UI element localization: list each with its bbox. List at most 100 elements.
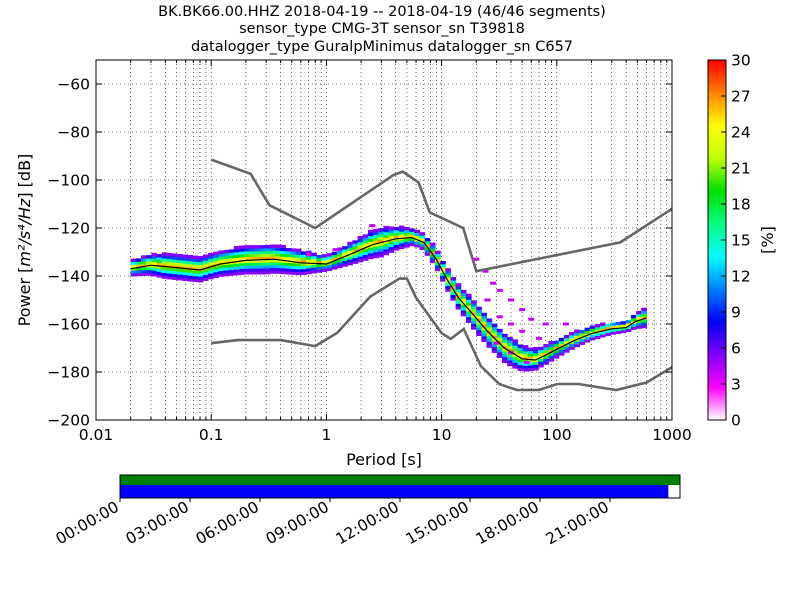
- psd-cell: [218, 253, 225, 257]
- psd-cell: [259, 259, 266, 263]
- psd-median-line: [130, 236, 647, 361]
- psd-cell: [197, 273, 204, 277]
- psd-cell: [563, 334, 570, 339]
- psd-cell: [166, 276, 173, 280]
- psd-cell: [496, 334, 503, 338]
- psd-cell: [357, 238, 364, 243]
- psd-cell: [378, 233, 384, 238]
- psd-cell: [507, 359, 513, 364]
- psd-cell: [486, 324, 493, 328]
- psd-cell: [404, 241, 410, 245]
- psd-cell: [135, 264, 142, 268]
- psd-cell: [507, 339, 513, 344]
- psd-cell: [244, 250, 250, 255]
- psd-cell: [486, 335, 493, 340]
- psd-cell: [414, 229, 421, 234]
- psd-cell: [378, 231, 384, 235]
- psd-cell: [491, 329, 498, 333]
- psd-cell: [223, 255, 230, 260]
- psd-cell: [600, 331, 606, 335]
- psd-cell: [455, 306, 462, 310]
- psd-cell: [636, 316, 642, 321]
- psd-cell: [306, 267, 312, 272]
- psd-cell: [254, 253, 261, 258]
- psd-cell: [238, 262, 245, 267]
- psd-cell: [269, 261, 276, 266]
- psd-cell: [202, 263, 209, 267]
- psd-cell: [202, 260, 209, 264]
- psd-cell: [233, 266, 240, 270]
- x-tick-label: 1000: [652, 426, 691, 444]
- psd-cell: [378, 254, 384, 258]
- psd-cell: [290, 268, 297, 272]
- psd-cell: [584, 339, 591, 343]
- psd-cell: [502, 342, 508, 346]
- psd-cell: [502, 351, 508, 355]
- psd-cell: [367, 232, 374, 237]
- colorbar-tick-label: 27: [731, 88, 751, 106]
- psd-cell: [538, 352, 544, 356]
- title-line-3: datalogger_type GuralpMinimus datalogger…: [191, 39, 573, 55]
- psd-cell: [347, 253, 353, 257]
- psd-cell: [460, 295, 467, 300]
- psd-cell: [228, 255, 235, 259]
- psd-cell: [336, 261, 343, 266]
- psd-cell: [563, 337, 570, 342]
- psd-cell: [636, 310, 642, 315]
- psd-cell: [306, 262, 312, 266]
- psd-cell: [538, 364, 544, 368]
- psd-cell: [140, 255, 147, 259]
- psd-cell: [404, 238, 410, 242]
- psd-cell: [512, 342, 519, 346]
- psd-cell: [146, 269, 152, 273]
- psd-cell: [192, 267, 199, 271]
- psd-cell: [424, 249, 431, 253]
- psd-cell: [424, 240, 431, 245]
- psd-cell: [357, 244, 364, 248]
- psd-cell: [440, 278, 446, 282]
- x-tick-label: 0.01: [79, 426, 114, 444]
- psd-cell: [553, 355, 560, 359]
- psd-cell: [502, 356, 508, 361]
- psd-cell: [316, 254, 323, 259]
- psd-cell: [434, 265, 441, 269]
- psd-cell: [532, 349, 539, 354]
- psd-cell: [233, 246, 240, 250]
- psd-cell: [367, 255, 374, 260]
- psd-cell: [424, 238, 431, 242]
- psd-cell: [228, 269, 235, 273]
- psd-cell: [285, 271, 292, 275]
- psd-cell: [177, 274, 183, 278]
- psd-cell: [202, 274, 209, 279]
- psd-cell: [259, 268, 266, 272]
- psd-cell: [306, 270, 312, 275]
- psd-cell: [502, 348, 508, 352]
- psd-cell: [543, 344, 549, 348]
- psd-cell: [130, 261, 137, 265]
- psd-cell: [378, 228, 384, 232]
- psd-cell: [249, 265, 255, 269]
- psd-cell: [336, 256, 343, 260]
- psd-cell: [512, 339, 519, 343]
- psd-cell: [326, 258, 333, 263]
- psd-cell: [223, 267, 230, 271]
- psd-outlier-cell: [496, 288, 503, 292]
- psd-cell: [166, 261, 173, 266]
- psd-cell: [414, 244, 421, 248]
- psd-cell: [502, 359, 508, 364]
- psd-cell: [450, 291, 457, 295]
- psd-cell: [383, 243, 390, 247]
- psd-cell: [450, 280, 457, 284]
- y-tick-label: −100: [47, 172, 90, 190]
- psd-cell: [378, 245, 384, 249]
- psd-cell: [476, 312, 482, 316]
- x-axis-ticks: 0.01 0.1 1 10 100 1000: [79, 60, 692, 444]
- psd-cell: [362, 254, 369, 258]
- psd-cell: [300, 262, 307, 267]
- psd-cell: [166, 258, 173, 263]
- psd-cell: [182, 274, 188, 279]
- psd-cell: [460, 307, 467, 311]
- psd-cell: [548, 358, 555, 362]
- psd-cell: [610, 331, 616, 335]
- psd-cell: [275, 253, 281, 257]
